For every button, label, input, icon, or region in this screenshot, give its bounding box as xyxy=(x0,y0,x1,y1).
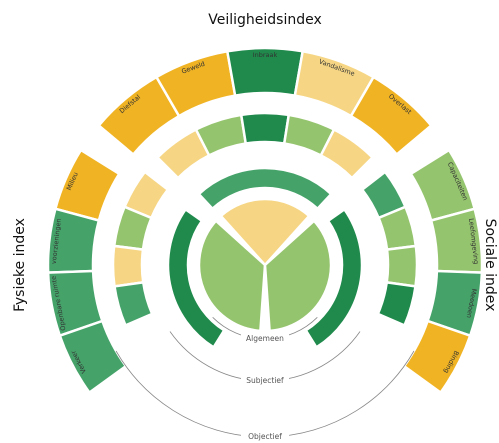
middle-segment xyxy=(319,127,375,180)
title-top: Veiligheidsindex xyxy=(208,12,322,28)
outer-segment xyxy=(402,319,472,395)
level-label: Subjectief xyxy=(246,376,284,385)
middle-segment xyxy=(385,244,419,288)
segment-label: Inbraak xyxy=(253,51,278,59)
center-wedge xyxy=(197,219,267,333)
outer-segment xyxy=(349,75,433,157)
level-label: Algemeen xyxy=(246,334,284,343)
middle-segment xyxy=(113,280,154,328)
outer-segment xyxy=(53,148,121,223)
level-label-bg xyxy=(241,431,289,443)
level-label-bg xyxy=(241,333,289,345)
outer-segment xyxy=(46,269,104,338)
outer-segment xyxy=(409,148,477,223)
title-left: Fysieke index xyxy=(12,218,28,312)
inner-arc xyxy=(166,207,226,349)
inner-arc xyxy=(304,207,364,349)
middle-segment xyxy=(122,170,170,220)
level-arc xyxy=(115,350,415,438)
middle-segment xyxy=(111,244,145,288)
outer-segment xyxy=(46,207,101,274)
inner-arc xyxy=(197,166,333,211)
center-wedge xyxy=(219,197,311,267)
middle-segment xyxy=(376,280,417,328)
level-label-bg xyxy=(241,375,289,387)
middle-segment xyxy=(239,111,291,145)
center-wedge xyxy=(263,219,333,333)
outer-segment xyxy=(58,319,128,395)
level-label: Objectief xyxy=(248,432,282,441)
title-right: Sociale index xyxy=(482,219,498,312)
middle-segment xyxy=(112,205,153,251)
